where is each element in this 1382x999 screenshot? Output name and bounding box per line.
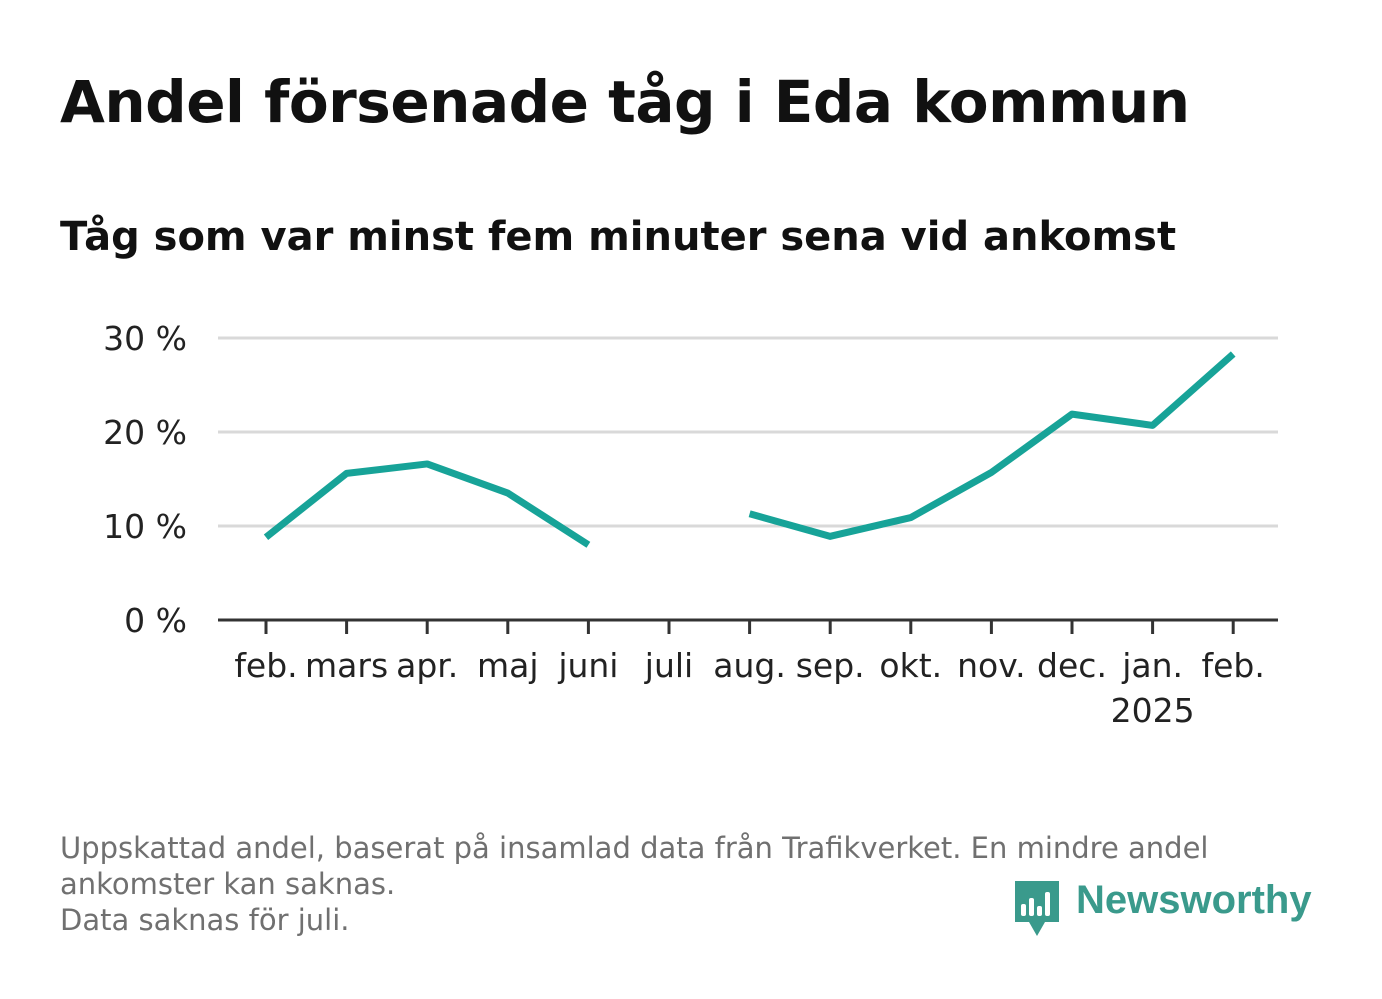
x-tick-label: nov. <box>957 646 1026 685</box>
footnote: Uppskattad andel, baserat på insamlad da… <box>60 830 1320 938</box>
x-tick-label: aug. <box>713 646 786 685</box>
bar-chart-speech-bubble-icon <box>1015 881 1059 936</box>
logo-wordmark: Newsworthy <box>1076 878 1312 922</box>
footnote-line-2: ankomster kan saknas. <box>60 867 396 901</box>
x-tick-label: juni <box>557 646 618 685</box>
x-tick-label: feb. <box>234 646 297 685</box>
y-tick-label: 20 % <box>103 413 187 452</box>
x-tick-label: jan. <box>1121 646 1183 685</box>
line-chart: 0 %10 %20 %30 % feb. mars apr. maj juni juli a… <box>103 319 1278 730</box>
x-tick-label: dec. <box>1037 646 1107 685</box>
x-axis: feb. mars apr. maj juni juli aug. sep. okt. nov. d… <box>218 618 1278 730</box>
chart-subtitle: Tåg som var minst fem minuter sena vid a… <box>60 214 1177 260</box>
y-axis-tick-labels: 0 % 10 % 20 % 30 % <box>103 319 187 640</box>
x-tick-label: sep. <box>796 646 865 685</box>
y-tick-label: 0 % <box>124 601 187 640</box>
x-tick-sublabel: 2025 <box>1111 691 1195 730</box>
newsworthy-logo: Newsworthy <box>1012 878 1312 940</box>
chart-title: Andel försenade tåg i Eda kommun <box>60 68 1190 136</box>
series-lines <box>263 351 1236 548</box>
footnote-line-1: Uppskattad andel, baserat på insamlad da… <box>60 831 1209 865</box>
y-tick-label: 10 % <box>103 507 187 546</box>
series-line-segment <box>748 351 1236 540</box>
x-tick-label: feb. <box>1202 646 1265 685</box>
x-tick-label: maj <box>477 646 539 685</box>
x-tick-label: mars <box>305 646 388 685</box>
footnote-line-3: Data saknas för juli. <box>60 903 350 937</box>
y-tick-label: 30 % <box>103 319 187 358</box>
x-tick-label: juli <box>644 646 693 685</box>
grid-lines <box>218 336 1278 528</box>
x-tick-label: okt. <box>879 646 942 685</box>
series-line-segment <box>263 460 591 548</box>
x-tick-label: apr. <box>396 646 458 685</box>
